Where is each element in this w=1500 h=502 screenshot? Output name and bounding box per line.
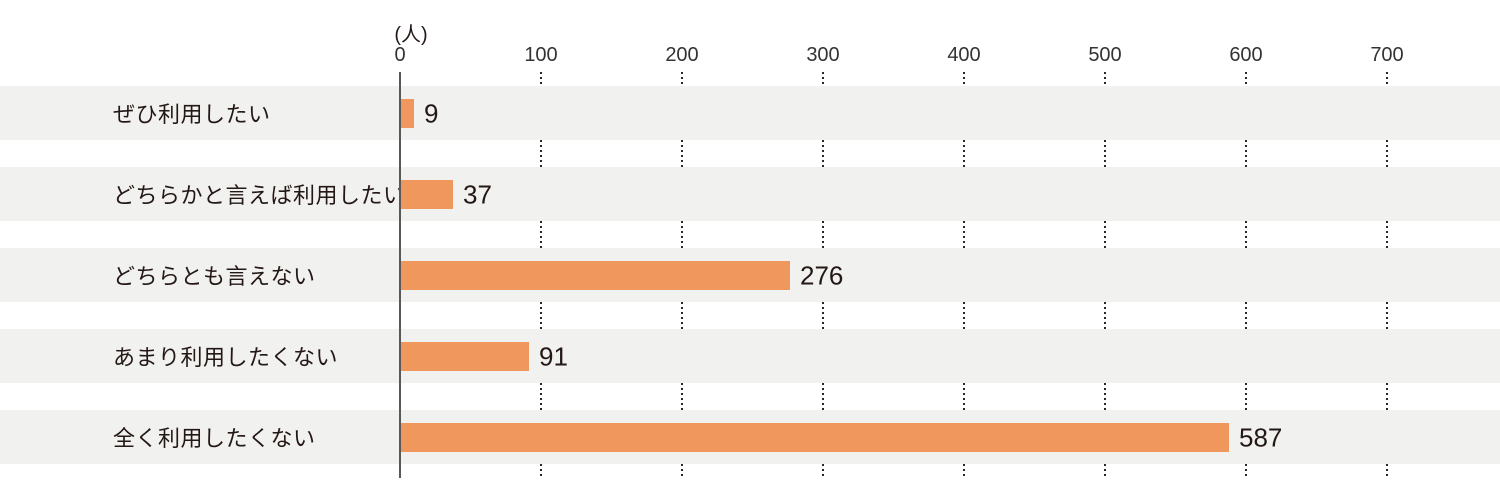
gridline-segment xyxy=(1104,383,1106,410)
gridline-segment xyxy=(1245,383,1247,410)
gridline-segment xyxy=(1245,72,1247,86)
bar xyxy=(401,423,1229,452)
gridline-segment xyxy=(681,140,683,167)
gridline-segment xyxy=(1245,140,1247,167)
gridline-segment xyxy=(1245,464,1247,478)
bar xyxy=(401,99,414,128)
gridline-segment xyxy=(1104,221,1106,248)
gridline-segment xyxy=(540,464,542,478)
gridline-segment xyxy=(540,140,542,167)
category-label: あまり利用したくない xyxy=(113,345,339,370)
gridline-segment xyxy=(963,140,965,167)
gridline-segment xyxy=(1386,464,1388,478)
gridline-segment xyxy=(540,72,542,86)
gridline-segment xyxy=(1104,464,1106,478)
gridline-segment xyxy=(822,383,824,410)
x-tick-label: 700 xyxy=(1370,44,1404,66)
x-tick-label: 0 xyxy=(394,44,406,66)
gridline-segment xyxy=(1104,72,1106,86)
x-tick-label: 300 xyxy=(806,44,840,66)
gridline-segment xyxy=(1245,221,1247,248)
gridline-segment xyxy=(1386,72,1388,86)
gridline-segment xyxy=(963,383,965,410)
category-label: ぜひ利用したい xyxy=(113,102,271,127)
gridline-segment xyxy=(681,383,683,410)
x-tick-label: 400 xyxy=(947,44,981,66)
value-label: 37 xyxy=(463,179,492,209)
gridline-segment xyxy=(540,221,542,248)
x-tick-label: 600 xyxy=(1229,44,1263,66)
gridline-segment xyxy=(822,302,824,329)
axis-unit-label: (人) xyxy=(394,24,428,46)
gridline-segment xyxy=(963,302,965,329)
value-label: 91 xyxy=(539,341,568,371)
gridline-segment xyxy=(963,221,965,248)
row-band xyxy=(0,329,1500,383)
category-label: どちらとも言えない xyxy=(113,264,316,289)
gridline-segment xyxy=(681,302,683,329)
value-label: 587 xyxy=(1239,422,1283,452)
bar xyxy=(401,261,790,290)
category-label: 全く利用したくない xyxy=(113,426,316,451)
y-axis-line xyxy=(399,72,401,478)
gridline-segment xyxy=(822,72,824,86)
gridline-segment xyxy=(822,221,824,248)
x-tick-label: 500 xyxy=(1088,44,1122,66)
gridline-segment xyxy=(540,383,542,410)
gridline-segment xyxy=(1245,302,1247,329)
x-tick-label: 100 xyxy=(524,44,558,66)
bar xyxy=(401,342,529,371)
gridline-segment xyxy=(540,302,542,329)
gridline-segment xyxy=(681,464,683,478)
gridline-segment xyxy=(963,72,965,86)
gridline-segment xyxy=(1104,140,1106,167)
bar xyxy=(401,180,453,209)
gridline-segment xyxy=(822,140,824,167)
row-band xyxy=(0,167,1500,221)
gridline-segment xyxy=(681,221,683,248)
category-label: どちらかと言えば利用したい xyxy=(113,183,406,208)
gridline-segment xyxy=(822,464,824,478)
gridline-segment xyxy=(963,464,965,478)
x-tick-label: 200 xyxy=(665,44,699,66)
gridline-segment xyxy=(681,72,683,86)
gridline-segment xyxy=(1386,302,1388,329)
gridline-segment xyxy=(1386,140,1388,167)
gridline-segment xyxy=(1104,302,1106,329)
row-band xyxy=(0,86,1500,140)
gridline-segment xyxy=(1386,383,1388,410)
gridline-segment xyxy=(1386,221,1388,248)
value-label: 276 xyxy=(800,260,844,290)
value-label: 9 xyxy=(424,98,439,128)
